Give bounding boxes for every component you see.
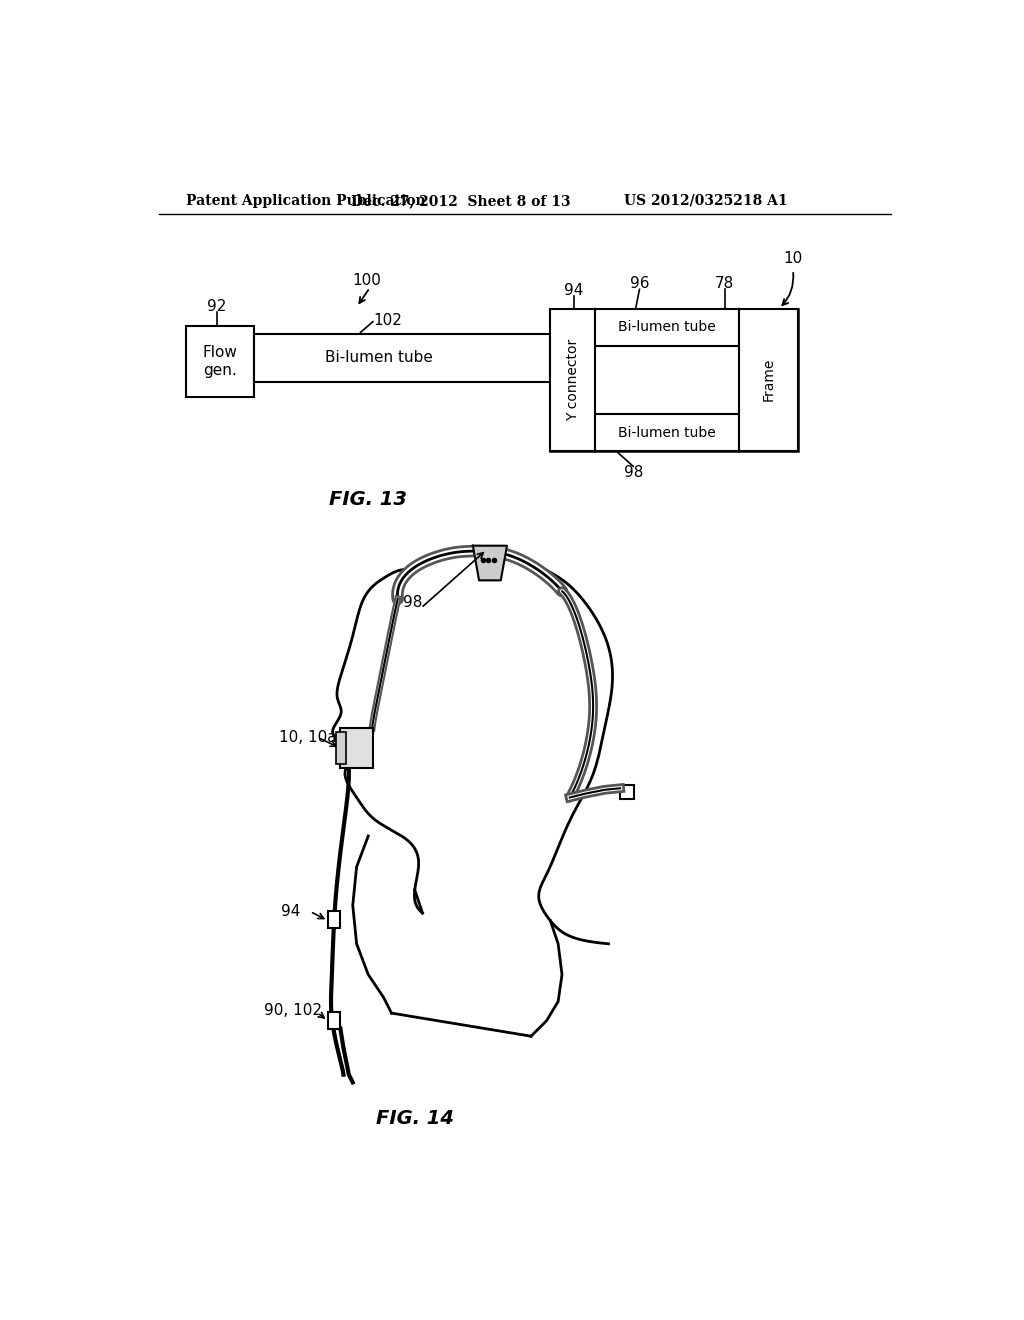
Text: Flow
gen.: Flow gen. bbox=[203, 346, 238, 378]
Bar bbox=[328, 1011, 340, 1028]
Text: 10, 10a: 10, 10a bbox=[280, 730, 337, 744]
Text: Y connector: Y connector bbox=[566, 339, 580, 421]
Bar bbox=[738, 309, 799, 451]
Text: 94: 94 bbox=[564, 284, 584, 298]
Bar bbox=[595, 414, 738, 451]
Bar bbox=[621, 785, 634, 799]
Text: 92: 92 bbox=[208, 298, 226, 314]
Text: 94: 94 bbox=[282, 904, 301, 919]
Text: FIG. 14: FIG. 14 bbox=[376, 1109, 454, 1129]
Bar bbox=[328, 911, 340, 928]
Bar bbox=[254, 334, 550, 381]
Bar bbox=[550, 309, 595, 451]
Text: 98: 98 bbox=[403, 595, 423, 610]
Bar bbox=[186, 326, 254, 397]
Text: Patent Application Publication: Patent Application Publication bbox=[186, 194, 426, 207]
Text: 100: 100 bbox=[352, 272, 381, 288]
Text: 102: 102 bbox=[373, 313, 401, 327]
Polygon shape bbox=[473, 545, 507, 581]
Bar bbox=[550, 309, 799, 451]
Bar bbox=[337, 733, 346, 764]
Text: US 2012/0325218 A1: US 2012/0325218 A1 bbox=[624, 194, 787, 207]
Text: 96: 96 bbox=[630, 276, 649, 290]
Text: Bi-lumen tube: Bi-lumen tube bbox=[618, 425, 716, 440]
Text: Dec. 27, 2012  Sheet 8 of 13: Dec. 27, 2012 Sheet 8 of 13 bbox=[351, 194, 571, 207]
Text: 98: 98 bbox=[624, 465, 643, 480]
Text: 90, 102: 90, 102 bbox=[263, 1003, 322, 1018]
Text: Bi-lumen tube: Bi-lumen tube bbox=[618, 319, 716, 334]
Text: 10: 10 bbox=[783, 251, 803, 267]
Text: Frame: Frame bbox=[762, 358, 775, 401]
Text: Bi-lumen tube: Bi-lumen tube bbox=[326, 350, 433, 366]
Bar bbox=[340, 729, 373, 768]
Text: FIG. 13: FIG. 13 bbox=[330, 490, 408, 510]
Bar bbox=[595, 309, 738, 346]
Text: 78: 78 bbox=[715, 276, 734, 290]
